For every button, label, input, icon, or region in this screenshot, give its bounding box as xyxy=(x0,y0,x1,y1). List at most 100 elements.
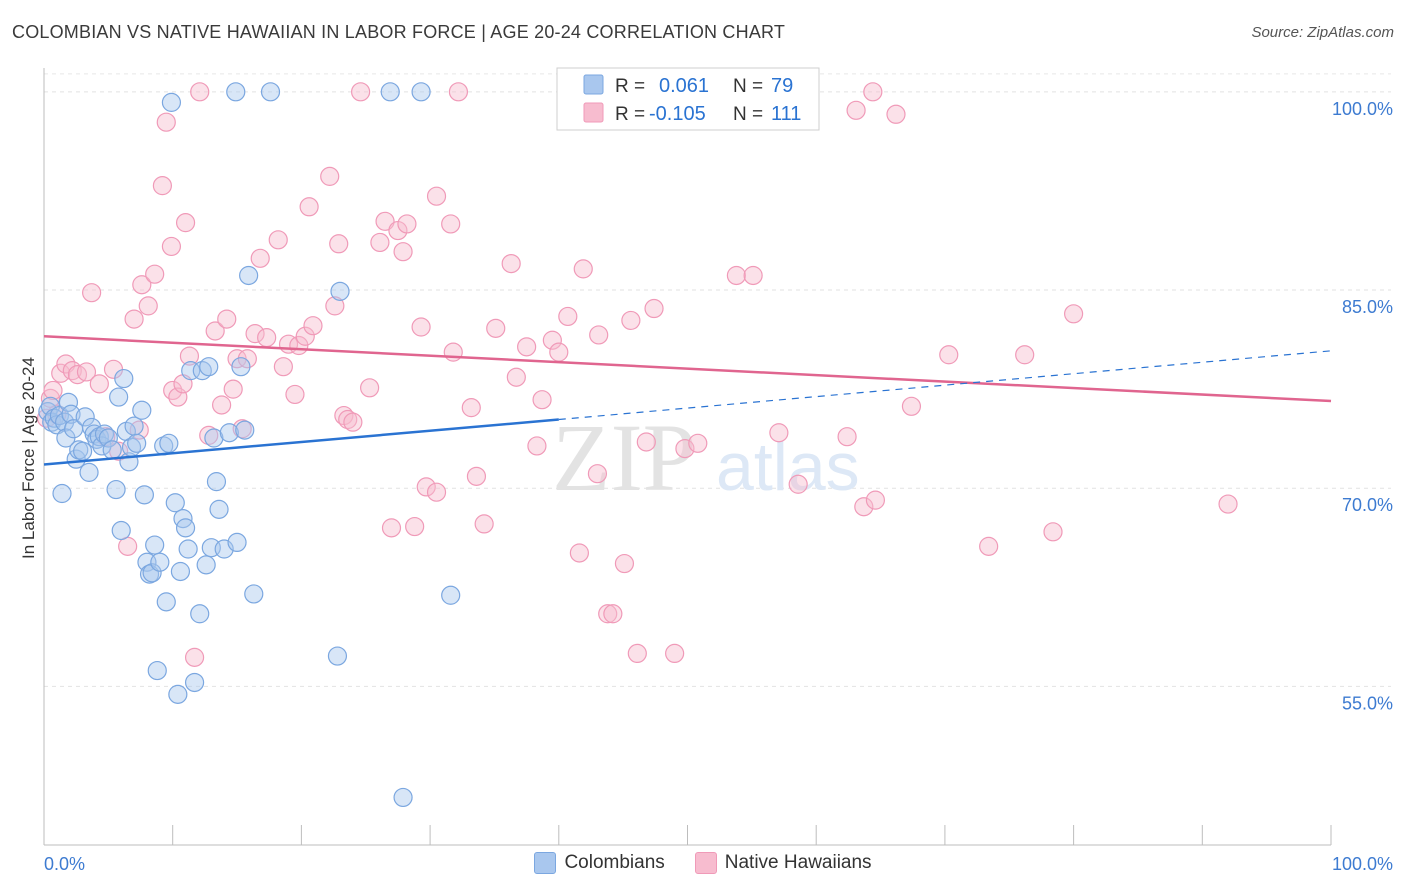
native-hawaiian-point xyxy=(426,482,447,502)
native-hawaiian-point xyxy=(603,604,623,624)
colombian-point xyxy=(239,265,259,286)
colombian-point xyxy=(61,404,81,424)
axes xyxy=(43,68,1332,846)
legend-n-native-hawaiians: 111 xyxy=(771,103,801,125)
native-hawaiian-point xyxy=(124,309,144,329)
colombian-point xyxy=(244,584,264,604)
colombian-point xyxy=(260,82,281,102)
colombian-point xyxy=(98,428,118,448)
native-hawaiians-swatch xyxy=(694,852,717,874)
native-hawaiian-point xyxy=(474,514,494,534)
native-hawaiian-point xyxy=(245,324,265,344)
native-hawaiian-point xyxy=(587,464,608,484)
native-hawaiian-point xyxy=(145,264,165,284)
native-hawaiian-point xyxy=(199,425,219,445)
native-hawaiian-point xyxy=(397,214,417,234)
native-hawaiian-point xyxy=(1015,345,1035,365)
chart-title: COLOMBIAN VS NATIVE HAWAIIAN IN LABOR FO… xyxy=(12,22,786,42)
colombian-point xyxy=(161,92,182,112)
native-hawaiian-point xyxy=(205,321,225,341)
legend-item-native-hawaiians[interactable]: Native Hawaiians xyxy=(694,852,872,874)
colombians-swatch xyxy=(534,852,557,874)
native-hawaiian-point xyxy=(161,236,182,257)
colombian-point xyxy=(393,787,413,808)
native-hawaiian-point xyxy=(76,362,97,382)
legend-label-colombians: Colombians xyxy=(564,852,665,873)
colombian-point xyxy=(219,423,239,443)
native-hawaiian-point xyxy=(132,275,152,295)
source-label: Source: ZipAtlas.com xyxy=(1251,24,1394,41)
colombian-point xyxy=(109,387,129,407)
colombian-point xyxy=(441,585,461,605)
colombian-point xyxy=(142,563,162,583)
native-hawaiian-point xyxy=(217,309,237,329)
native-hawaiian-point xyxy=(614,553,635,574)
colombian-point xyxy=(196,555,216,575)
colombian-point xyxy=(127,433,147,453)
colombian-point xyxy=(150,552,170,572)
native-hawaiian-point xyxy=(426,186,447,206)
colombian-point xyxy=(165,493,185,513)
native-hawaiian-point xyxy=(886,104,906,124)
svg-text:N =: N = xyxy=(733,76,763,97)
colombian-point xyxy=(111,520,131,541)
native-hawaiian-point xyxy=(769,423,789,443)
legend-swatch-colombians xyxy=(583,74,604,95)
native-hawaiian-point xyxy=(466,466,487,486)
native-hawaiian-point xyxy=(527,436,547,456)
native-hawaiian-point xyxy=(411,317,431,337)
colombians-points xyxy=(38,82,461,808)
legend-label-native-hawaiians: Native Hawaiians xyxy=(724,852,872,873)
native-hawaiian-point xyxy=(743,265,763,286)
watermark-zip: ZIP xyxy=(552,404,696,511)
native-hawaiian-point xyxy=(405,516,425,537)
native-hawaiian-point xyxy=(375,211,395,231)
colombian-point xyxy=(209,499,229,519)
x-tick-label-end: 100.0% xyxy=(1332,854,1393,874)
colombian-point xyxy=(79,462,99,482)
native-hawaiian-point xyxy=(184,647,205,667)
native-hawaiian-point xyxy=(393,242,413,262)
native-hawaiian-point xyxy=(381,518,402,538)
native-hawaiian-point xyxy=(837,427,857,447)
native-hawaiian-point xyxy=(644,298,664,319)
native-hawaiian-point xyxy=(250,248,270,268)
svg-text:N =: N = xyxy=(733,104,763,125)
native-hawaiian-point xyxy=(854,497,874,517)
colombian-point xyxy=(181,361,201,381)
native-hawaiian-point xyxy=(569,543,589,563)
native-hawaiian-point xyxy=(501,253,521,274)
native-hawaiian-point xyxy=(517,337,537,357)
y-axis-label: In Labor Force | Age 20-24 xyxy=(19,357,38,559)
colombian-point xyxy=(159,433,179,453)
stats-legend: R = 0.061 N = 79 R = -0.105 N = 111 xyxy=(556,67,820,131)
watermark: ZIP atlas xyxy=(552,404,860,511)
colombian-point xyxy=(231,357,251,377)
native-hawaiians-points xyxy=(36,82,1238,667)
legend-swatch-native-hawaiians xyxy=(583,102,604,123)
legend-item-colombians[interactable]: Colombians xyxy=(534,852,665,874)
native-hawaiian-point xyxy=(788,474,808,494)
y-tick-label: 70.0% xyxy=(1342,495,1393,515)
native-hawaiian-point xyxy=(299,197,319,217)
native-hawaiian-point xyxy=(138,296,158,316)
native-hawaiian-point xyxy=(542,330,562,350)
series-legend: Colombians Native Hawaiians xyxy=(0,852,1406,874)
colombian-point xyxy=(75,407,95,427)
legend-r-native-hawaiians: -0.105 xyxy=(649,103,706,125)
colombian-point xyxy=(330,281,350,301)
colombian-point xyxy=(145,535,165,555)
colombian-point xyxy=(411,82,431,102)
colombian-point xyxy=(190,604,210,624)
watermark-atlas: atlas xyxy=(716,429,860,505)
colombian-point xyxy=(380,82,400,102)
native-hawaiian-point xyxy=(1218,494,1238,514)
colombian-point xyxy=(199,357,219,377)
native-hawaiian-point xyxy=(370,232,390,253)
y-tick-labels: 55.0% 70.0% 85.0% 100.0% xyxy=(1332,99,1393,714)
native-hawaiian-point xyxy=(863,82,883,102)
native-hawaiian-point xyxy=(486,318,506,338)
native-hawaiian-point xyxy=(257,327,277,348)
native-hawaiian-point xyxy=(627,643,647,664)
